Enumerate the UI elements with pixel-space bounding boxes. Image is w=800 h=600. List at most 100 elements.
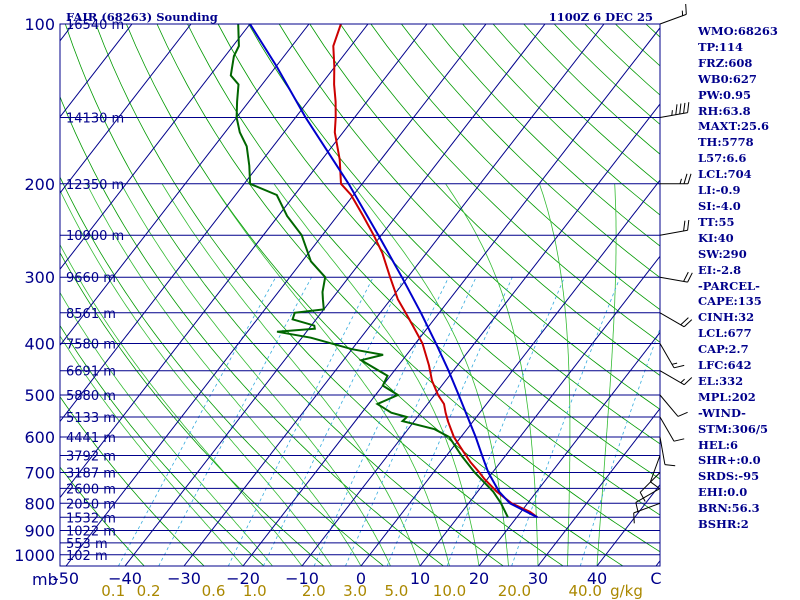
moist-adiabat bbox=[211, 183, 450, 566]
index-value: KI:40 bbox=[698, 230, 734, 245]
pressure-tick-label: 800 bbox=[24, 494, 55, 513]
index-value: RH:63.8 bbox=[698, 103, 751, 118]
height-label: 4441 m bbox=[66, 431, 116, 446]
height-label: 16540 m bbox=[66, 18, 124, 33]
index-value: CAP:2.7 bbox=[698, 342, 749, 357]
mixing-ratio-line bbox=[118, 277, 277, 566]
pressure-tick-label: 600 bbox=[24, 428, 55, 447]
mixing-ratio-label: 2.0 bbox=[302, 582, 326, 600]
isotherm bbox=[301, 103, 660, 566]
moist-adiabat bbox=[86, 183, 362, 566]
isotherm bbox=[60, 24, 192, 194]
wind-barb bbox=[659, 416, 685, 442]
mixing-ratio-line bbox=[345, 277, 477, 566]
pressure-tick-label: 900 bbox=[24, 522, 55, 541]
index-value: CINH:32 bbox=[698, 310, 755, 325]
mixing-ratio-label: 20.0 bbox=[498, 582, 531, 600]
temperature-tick-label: −40 bbox=[108, 569, 142, 588]
height-label: 2050 m bbox=[66, 497, 116, 512]
mixing-ratio-line bbox=[446, 277, 565, 566]
temperature-tick-label: −30 bbox=[167, 569, 201, 588]
index-value: L57:6.6 bbox=[698, 151, 747, 166]
index-value: LI:-0.9 bbox=[698, 183, 741, 198]
indices-panel: WMO:68263 TP:114 FRZ:608 WB0:627 PW:0.95 RH:6… bbox=[698, 24, 798, 533]
wind-barb bbox=[659, 312, 693, 328]
mixing-ratio-label: 5.0 bbox=[384, 582, 408, 600]
wind-barb bbox=[649, 455, 661, 489]
mixing-ratio-line bbox=[579, 327, 660, 566]
temperature-tick-label: −20 bbox=[226, 569, 260, 588]
moist-adiabat bbox=[60, 335, 244, 566]
index-value: EHI:0.0 bbox=[698, 485, 748, 500]
temperature-tick-label: 20 bbox=[469, 569, 489, 588]
wind-barb bbox=[639, 472, 661, 502]
moist-adiabat bbox=[60, 243, 303, 566]
isotherm bbox=[60, 24, 310, 347]
moist-adiabat bbox=[539, 183, 571, 566]
index-value: SHR+:0.0 bbox=[698, 453, 761, 468]
isotherm bbox=[183, 24, 605, 566]
temperature-tick-label: -50 bbox=[53, 569, 79, 588]
index-value: TH:5778 bbox=[698, 135, 754, 150]
mixing-ratio-label: 1.0 bbox=[243, 582, 267, 600]
dry-adiabat bbox=[401, 24, 660, 279]
wind-barb bbox=[633, 502, 661, 524]
mixing-ratio-line bbox=[313, 277, 449, 566]
index-value: STM:306/5 bbox=[698, 421, 769, 436]
pressure-tick-label: 700 bbox=[24, 464, 55, 483]
wind-barb bbox=[659, 102, 690, 118]
height-label: 10900 m bbox=[66, 229, 124, 244]
dry-adiabat bbox=[156, 24, 660, 553]
temperature-axis-unit: C bbox=[650, 569, 661, 588]
height-label: 14130 m bbox=[66, 112, 124, 127]
isotherm bbox=[124, 24, 546, 566]
series-temperature bbox=[332, 24, 538, 519]
wind-barb bbox=[659, 219, 690, 236]
mixing-ratio-line bbox=[263, 277, 405, 566]
height-label: 5880 m bbox=[66, 389, 116, 404]
index-value: -PARCEL- bbox=[698, 278, 760, 293]
pressure-tick-label: 500 bbox=[24, 386, 55, 405]
mixing-ratio-line bbox=[227, 277, 374, 566]
isotherm bbox=[478, 331, 660, 566]
mixing-ratio-line bbox=[158, 277, 312, 566]
background-grid bbox=[60, 24, 660, 566]
index-value: -WIND- bbox=[698, 405, 746, 420]
temperature-tick-label: 30 bbox=[528, 569, 548, 588]
sounding-profiles bbox=[229, 24, 538, 519]
height-label: 12350 m bbox=[66, 178, 124, 193]
index-value: WB0:627 bbox=[698, 71, 757, 86]
index-value: SI:-4.0 bbox=[698, 198, 741, 213]
mixing-ratio-label: 0.2 bbox=[137, 582, 161, 600]
isotherm bbox=[65, 24, 487, 566]
index-value: SW:290 bbox=[698, 246, 747, 261]
chart-title: FAIR (68263) Sounding bbox=[66, 10, 218, 24]
mixing-ratio-label: g/kg bbox=[610, 582, 643, 600]
temperature-tick-label: 10 bbox=[410, 569, 430, 588]
pressure-tick-label: 100 bbox=[24, 15, 55, 34]
height-label: 8561 m bbox=[66, 307, 116, 322]
isotherm bbox=[360, 179, 660, 566]
pressure-tick-label: 300 bbox=[24, 268, 55, 287]
index-value: SRDS:-95 bbox=[698, 469, 760, 484]
mixing-ratio-line bbox=[386, 277, 513, 566]
mixing-ratio-label: 10.0 bbox=[433, 582, 466, 600]
dry-adiabat bbox=[60, 324, 265, 566]
index-value: WMO:68263 bbox=[698, 24, 778, 38]
temperature-tick-label: 0 bbox=[356, 569, 366, 588]
mixing-ratio-label: 0.6 bbox=[202, 582, 226, 600]
index-value: PW:0.95 bbox=[698, 87, 752, 102]
dry-adiabat bbox=[278, 24, 660, 410]
height-label: 1532 m bbox=[66, 511, 116, 526]
series-parcel bbox=[249, 24, 538, 519]
isotherm bbox=[242, 27, 660, 566]
index-value: BSHR:2 bbox=[698, 517, 749, 532]
pressure-tick-label: 200 bbox=[24, 175, 55, 194]
moist-adiabat bbox=[161, 183, 421, 566]
pressure-tick-label: 400 bbox=[24, 335, 55, 354]
dry-adiabat bbox=[248, 24, 660, 445]
mixing-ratio-label: 3.0 bbox=[343, 582, 367, 600]
height-label: 1022 m bbox=[66, 525, 116, 540]
